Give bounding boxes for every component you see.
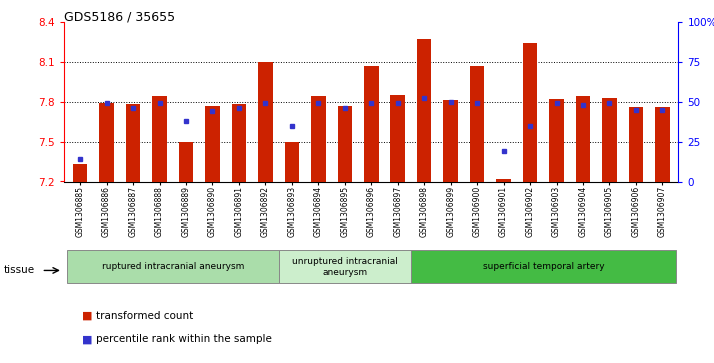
Text: percentile rank within the sample: percentile rank within the sample [96,334,272,344]
Text: unruptured intracranial
aneurysm: unruptured intracranial aneurysm [292,257,398,277]
Bar [67,250,278,283]
Bar [278,250,411,283]
Bar [443,100,458,182]
Bar [311,96,326,182]
Text: ■: ■ [82,334,93,344]
Bar [575,96,590,182]
Text: ruptured intracranial aneurysm: ruptured intracranial aneurysm [101,262,244,271]
Bar [73,164,87,182]
Bar [470,66,484,182]
Bar [391,95,405,182]
Bar [549,99,564,182]
Bar [364,66,378,182]
Text: superficial temporal artery: superficial temporal artery [483,262,604,271]
Bar [126,104,141,182]
Bar [285,142,299,182]
Bar [205,106,220,182]
Bar [417,39,431,182]
Bar [231,104,246,182]
Bar [178,142,193,182]
Text: GDS5186 / 35655: GDS5186 / 35655 [64,11,176,24]
Bar [602,98,617,182]
Bar [411,250,675,283]
Bar [152,96,167,182]
Text: tissue: tissue [4,265,35,276]
Bar [338,106,352,182]
Text: transformed count: transformed count [96,311,193,321]
Bar [523,43,538,182]
Text: ■: ■ [82,311,93,321]
Bar [655,107,670,182]
Bar [496,179,511,182]
Bar [99,103,114,182]
Bar [258,62,273,182]
Bar [628,107,643,182]
